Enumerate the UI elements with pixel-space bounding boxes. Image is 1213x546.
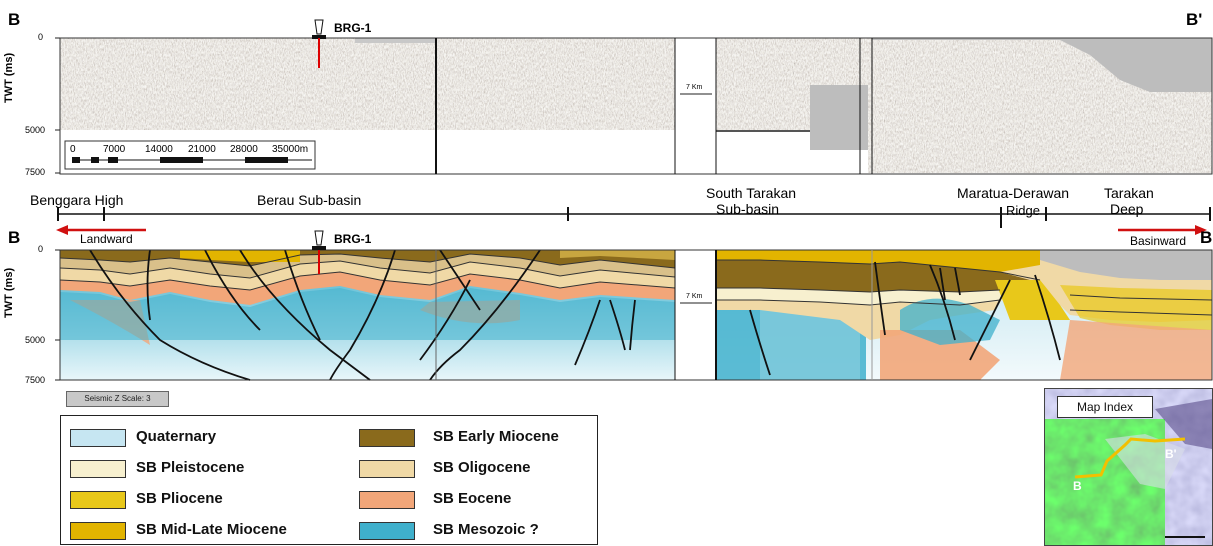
legend-label-mid-late-miocene: SB Mid-Late Miocene bbox=[136, 521, 287, 538]
scale-tick-21000: 21000 bbox=[188, 144, 216, 155]
scale-tick-7000: 7000 bbox=[103, 144, 126, 155]
well-label-bottom: BRG-1 bbox=[334, 232, 372, 246]
legend-label-mesozoic: SB Mesozoic ? bbox=[433, 521, 539, 538]
legend-label-quaternary: Quaternary bbox=[136, 428, 217, 445]
seismic-panel-top bbox=[55, 19, 1213, 175]
region-south-tarakan-line2: Sub-basin bbox=[716, 201, 780, 217]
y-tick-top-0: 0 bbox=[38, 32, 44, 42]
region-ridge: Ridge bbox=[1006, 203, 1040, 218]
y-axis-title-top: TWT (ms) bbox=[3, 52, 15, 103]
map-index-title: Map Index bbox=[1057, 396, 1153, 418]
section-end-label-top: B' bbox=[1186, 10, 1203, 29]
scale-tick-14000: 14000 bbox=[145, 144, 173, 155]
well-label-top: BRG-1 bbox=[334, 21, 372, 35]
legend-swatch-pleistocene bbox=[70, 460, 126, 478]
interpreted-section bbox=[55, 230, 1213, 381]
basinward-label: Basinward bbox=[1130, 234, 1187, 248]
legend-label-pliocene: SB Pliocene bbox=[136, 490, 223, 507]
legend-swatch-eocene bbox=[359, 491, 415, 509]
y-tick-top-5000: 5000 bbox=[25, 125, 46, 135]
scale-tick-35000: 35000m bbox=[272, 144, 309, 155]
map-label-b-prime: B' bbox=[1165, 447, 1177, 461]
legend-swatch-mesozoic bbox=[359, 522, 415, 540]
y-axis-title-bottom: TWT (ms) bbox=[3, 267, 15, 318]
section-start-label-top: B bbox=[8, 10, 21, 29]
scale-tick-28000: 28000 bbox=[230, 144, 258, 155]
map-label-b: B bbox=[1073, 479, 1082, 493]
legend-label-oligocene: SB Oligocene bbox=[433, 459, 531, 476]
region-ruler bbox=[56, 207, 1211, 235]
section-end-label-bottom: B bbox=[1200, 228, 1213, 247]
legend-swatch-mid-late-miocene bbox=[70, 522, 126, 540]
region-tarakan-line2: Deep bbox=[1110, 201, 1144, 217]
legend-label-pleistocene: SB Pleistocene bbox=[136, 459, 245, 476]
legend: Quaternary SB Pleistocene SB Pliocene SB… bbox=[60, 415, 598, 545]
y-tick-bottom-7500: 7500 bbox=[25, 375, 46, 385]
legend-label-early-miocene: SB Early Miocene bbox=[433, 428, 559, 445]
region-berau-sub-basin: Berau Sub-basin bbox=[257, 192, 362, 208]
landward-label: Landward bbox=[80, 232, 133, 246]
seismic-z-scale-badge: Seismic Z Scale: 3 bbox=[66, 391, 169, 407]
km-marker-top: 7 Km bbox=[686, 84, 703, 91]
legend-label-eocene: SB Eocene bbox=[433, 490, 512, 507]
y-tick-bottom-0: 0 bbox=[38, 244, 44, 254]
scale-tick-0: 0 bbox=[70, 144, 76, 155]
legend-swatch-pliocene bbox=[70, 491, 126, 509]
km-marker-bottom: 7 Km bbox=[686, 293, 703, 300]
region-south-tarakan-line1: South Tarakan bbox=[706, 185, 797, 201]
legend-swatch-early-miocene bbox=[359, 429, 415, 447]
region-benggara-high: Benggara High bbox=[30, 192, 124, 208]
section-start-label-bottom: B bbox=[8, 228, 21, 247]
legend-swatch-oligocene bbox=[359, 460, 415, 478]
map-index: Map Index B B' bbox=[1044, 388, 1213, 546]
region-maratua-derawan: Maratua-Derawan bbox=[957, 185, 1070, 201]
legend-swatch-quaternary bbox=[70, 429, 126, 447]
region-tarakan-line1: Tarakan bbox=[1104, 185, 1154, 201]
y-tick-top-7500: 7500 bbox=[25, 167, 46, 177]
y-tick-bottom-5000: 5000 bbox=[25, 335, 46, 345]
